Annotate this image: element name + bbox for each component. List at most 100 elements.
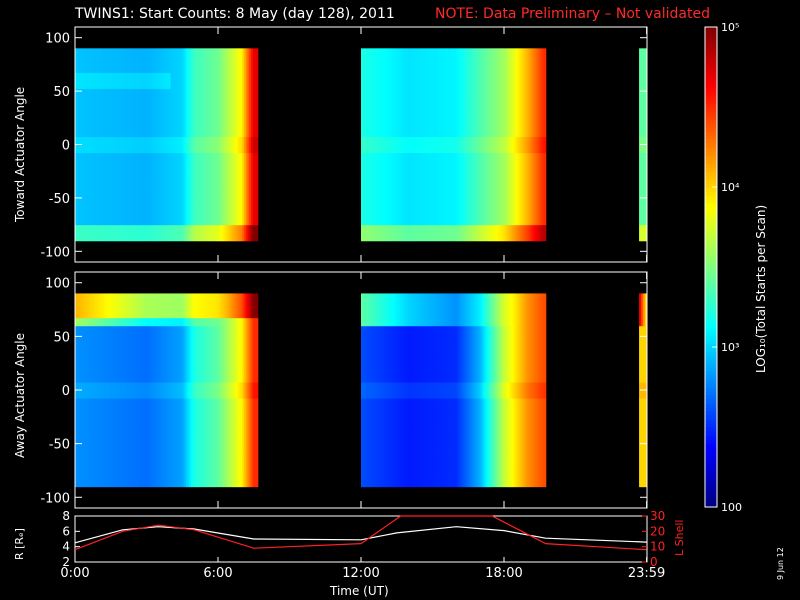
heat-cell (471, 64, 474, 73)
heat-cell (433, 136, 437, 146)
heat-cell (479, 80, 482, 90)
heat-cell (476, 96, 479, 106)
heat-cell (528, 192, 532, 202)
heat-cell (376, 184, 379, 194)
heat-cell (252, 96, 255, 106)
heat-cell (122, 152, 126, 162)
heat-cell (194, 208, 197, 218)
heat-cell (515, 136, 518, 146)
heat-cell (422, 184, 425, 194)
heat-cell (90, 232, 93, 242)
heat-cell (493, 56, 496, 65)
heat-cell (491, 112, 494, 122)
heat-cell (213, 88, 216, 98)
heat-cell (422, 160, 425, 170)
heat-cell (249, 88, 252, 98)
heat-cell (170, 216, 173, 226)
heat-cell (85, 200, 88, 210)
heat-cell (218, 192, 221, 202)
heat-cell (162, 208, 165, 218)
heat-cell (381, 72, 384, 82)
heat-cell (226, 224, 230, 234)
heat-cell (115, 184, 119, 194)
heat-cell (100, 232, 103, 242)
heat-cell (213, 64, 216, 73)
heat-cell (513, 144, 516, 154)
heat-cell (393, 112, 396, 122)
heat-cell (168, 176, 172, 186)
heat-cell (134, 136, 138, 146)
heat-cell (457, 120, 460, 130)
heat-cell (235, 48, 238, 57)
heat-cell (377, 104, 381, 114)
heat-cell (197, 192, 201, 202)
heat-cell (238, 168, 242, 178)
heat-cell (211, 96, 214, 106)
heat-cell (452, 80, 455, 90)
heat-cell (180, 232, 184, 242)
heat-cell (433, 224, 437, 234)
heat-cell (505, 80, 508, 90)
heat-cell (110, 96, 114, 106)
heat-cell (413, 144, 416, 154)
heat-cell (156, 88, 160, 98)
heat-cell (115, 224, 119, 234)
heat-cell (220, 72, 223, 82)
heat-cell (172, 216, 175, 226)
heat-cell (430, 208, 433, 218)
heat-cell (408, 128, 411, 138)
heat-cell (209, 120, 213, 130)
heat-cell (172, 184, 175, 194)
heat-cell (93, 104, 97, 114)
heat-cell (498, 56, 501, 65)
heat-cell (460, 128, 464, 138)
heat-cell (527, 192, 530, 202)
heat-cell (376, 96, 379, 106)
heat-cell (93, 48, 97, 57)
heat-cell (98, 208, 102, 218)
heat-cell (501, 120, 504, 130)
heat-cell (213, 112, 216, 122)
heat-cell (150, 120, 153, 130)
heat-cell (160, 104, 163, 114)
heat-cell (386, 48, 389, 57)
heat-cell (138, 136, 141, 146)
heat-cell (411, 96, 415, 106)
heat-cell (139, 216, 143, 226)
heat-cell (102, 88, 105, 98)
heat-cell (399, 176, 403, 186)
heat-cell (208, 232, 211, 242)
heat-cell (143, 96, 146, 106)
heat-cell (447, 224, 450, 234)
heat-cell (146, 112, 150, 122)
heat-cell (139, 128, 143, 138)
heat-cell (454, 128, 457, 138)
heat-cell (530, 104, 533, 114)
heat-cell (139, 72, 143, 82)
heat-cell (182, 72, 185, 82)
heat-cell (201, 184, 204, 194)
heat-cell (244, 48, 247, 57)
heat-cell (471, 216, 474, 226)
heat-cell (501, 224, 504, 234)
heat-cell (90, 144, 93, 154)
heat-cell (511, 232, 515, 242)
heat-cell (80, 64, 83, 73)
heat-cell (471, 192, 474, 202)
heat-cell (158, 88, 161, 98)
heat-cell (530, 200, 533, 210)
heat-cell (401, 112, 404, 122)
heat-cell (525, 216, 528, 226)
heat-cell (399, 104, 403, 114)
heat-cell (121, 232, 124, 242)
heat-cell (498, 232, 501, 242)
heat-cell (361, 64, 364, 73)
heat-cell (109, 176, 112, 186)
heat-cell (204, 72, 208, 82)
heat-cell (427, 104, 430, 114)
heat-cell (155, 128, 158, 138)
heat-cell (420, 176, 423, 186)
heat-cell (122, 232, 126, 242)
heat-cell (141, 128, 144, 138)
heat-cell (182, 216, 185, 226)
